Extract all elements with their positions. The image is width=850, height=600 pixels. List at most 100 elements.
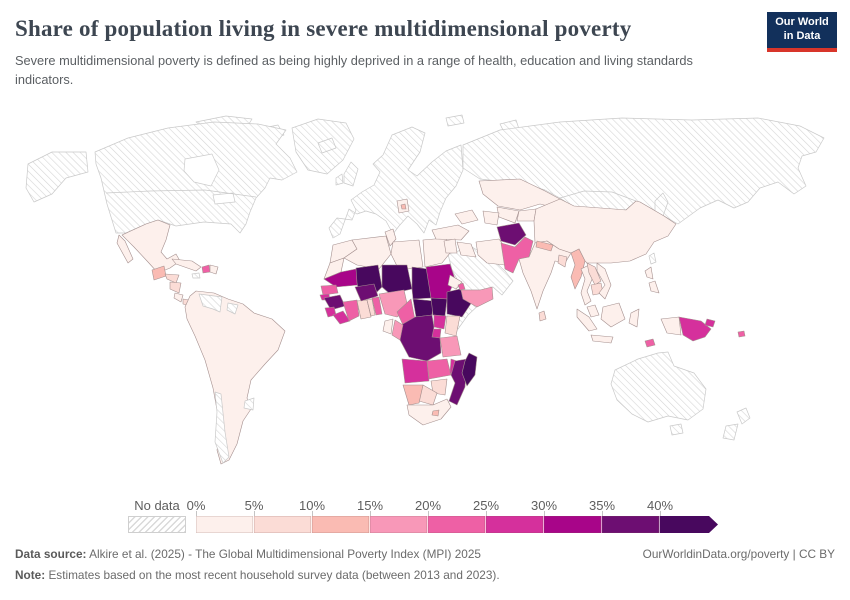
country-sudan[interactable] (425, 263, 456, 300)
country-malaysia[interactable] (586, 304, 600, 318)
country-cuba[interactable] (171, 258, 202, 272)
country-north-america[interactable] (25, 151, 89, 203)
country-uk[interactable] (343, 161, 359, 187)
country-french-guiana[interactable] (226, 302, 239, 315)
country-yemen[interactable] (460, 286, 494, 308)
country-kenya[interactable] (444, 315, 461, 337)
country-indonesia-sumatra[interactable] (576, 308, 598, 332)
country-honduras[interactable] (164, 273, 180, 284)
country-gabon[interactable] (382, 318, 394, 335)
country-niger[interactable] (381, 264, 413, 295)
data-source-text: Alkire et al. (2025) - The Global Multid… (89, 547, 481, 561)
legend-bin-25-30%[interactable] (486, 516, 544, 533)
country-afghanistan[interactable] (496, 222, 527, 246)
country-liberia[interactable] (332, 310, 351, 325)
country-zimbabwe[interactable] (430, 378, 448, 396)
country-costa-rica[interactable] (173, 292, 184, 303)
country-kyrgyzstan-tajikistan[interactable] (516, 208, 537, 222)
country-turkey[interactable] (431, 224, 470, 241)
country-laos[interactable] (586, 262, 602, 286)
country-madagascar[interactable] (461, 352, 478, 387)
country-cote-divoire[interactable] (342, 299, 360, 322)
country-russia[interactable] (462, 117, 825, 225)
country-vietnam[interactable] (596, 262, 612, 300)
country-haiti[interactable] (201, 264, 211, 274)
country-tanzania[interactable] (439, 335, 462, 358)
legend-bin-35-40%[interactable] (602, 516, 660, 533)
country-lesotho[interactable] (431, 409, 440, 417)
country-angola[interactable] (401, 358, 430, 384)
legend-no-data-swatch[interactable] (128, 516, 186, 533)
country-chile[interactable] (214, 391, 230, 464)
country-indonesia-sulawesi[interactable] (628, 308, 640, 328)
legend-bin-10-15%[interactable] (312, 516, 370, 533)
country-iceland[interactable] (317, 137, 337, 154)
legend-bin-15-20%[interactable] (370, 516, 428, 533)
country-indonesia-borneo[interactable] (600, 302, 626, 328)
country-south-sudan[interactable] (430, 297, 448, 317)
country-bangladesh[interactable] (557, 254, 568, 268)
legend-bin-40%+[interactable] (660, 516, 718, 533)
country-taiwan[interactable] (648, 252, 657, 265)
country-solomon-islands[interactable] (737, 330, 746, 338)
country-south-africa[interactable] (406, 398, 452, 426)
country-myanmar[interactable] (570, 248, 586, 290)
legend-bin-20-25%[interactable] (428, 516, 486, 533)
country-nepal[interactable] (535, 240, 554, 252)
world-map[interactable] (0, 100, 850, 492)
country-tasmania[interactable] (669, 423, 684, 436)
legend-tick-label: 10% (298, 498, 326, 513)
data-source-line: Data source: Alkire et al. (2025) - The … (15, 547, 481, 561)
country-central-african-republic[interactable] (412, 298, 435, 318)
legend-tick (370, 511, 371, 516)
country-chad[interactable] (411, 266, 432, 300)
owid-logo[interactable]: Our World in Data (767, 12, 837, 52)
country-nicaragua[interactable] (169, 281, 182, 294)
country-mexico[interactable] (116, 234, 134, 264)
legend-bin-5-10%[interactable] (254, 516, 312, 533)
country-sri-lanka[interactable] (538, 310, 547, 322)
country-timor-leste[interactable] (644, 338, 656, 348)
page-title: Share of population living in severe mul… (15, 16, 632, 41)
country-papua-new-guinea[interactable] (678, 316, 712, 342)
legend-tick (428, 511, 429, 516)
country-benin[interactable] (371, 296, 383, 316)
country-jamaica[interactable] (191, 272, 201, 279)
legend-bin-0-5%[interactable] (196, 516, 254, 533)
country-senegal[interactable] (320, 284, 339, 296)
country-uruguay[interactable] (243, 397, 255, 411)
country-europe[interactable] (328, 126, 464, 239)
country-new-zealand[interactable] (736, 407, 751, 425)
legend-tick (312, 511, 313, 516)
country-namibia[interactable] (402, 384, 424, 406)
country-turkmenistan[interactable] (482, 210, 500, 226)
country-indonesia-java[interactable] (590, 334, 614, 344)
country-indonesia-west-papua[interactable] (660, 316, 682, 336)
country-venezuela[interactable] (198, 293, 223, 313)
country-dominican-republic[interactable] (209, 264, 219, 275)
country-arctic-islands[interactable] (445, 114, 465, 127)
country-uganda[interactable] (433, 314, 447, 330)
country-ireland[interactable] (335, 173, 344, 186)
country-iraq[interactable] (456, 241, 477, 258)
country-new-zealand[interactable] (722, 423, 739, 441)
country-australia[interactable] (610, 351, 707, 423)
country-libya[interactable] (390, 239, 424, 271)
country-zambia[interactable] (426, 358, 452, 380)
legend-bin-30-35%[interactable] (544, 516, 602, 533)
country-kosovo[interactable] (400, 203, 407, 210)
country-burkina-faso[interactable] (354, 283, 379, 302)
country-philippines[interactable] (648, 280, 660, 294)
country-south-america[interactable] (184, 290, 286, 465)
legend-color-bar[interactable]: 0% 5% 10% 15% 20% 25% 30% 35% 40% (187, 498, 718, 533)
country-togo[interactable] (366, 298, 376, 317)
country-philippines[interactable] (644, 266, 654, 280)
country-levant[interactable] (443, 238, 458, 254)
country-congo[interactable] (391, 319, 404, 341)
country-papua-new-guinea[interactable] (704, 318, 716, 328)
country-caucasus[interactable] (454, 209, 479, 225)
rights-link[interactable]: OurWorldinData.org/poverty | CC BY (642, 547, 835, 561)
country-djibouti[interactable] (457, 282, 466, 291)
country-mexico[interactable] (121, 219, 181, 274)
